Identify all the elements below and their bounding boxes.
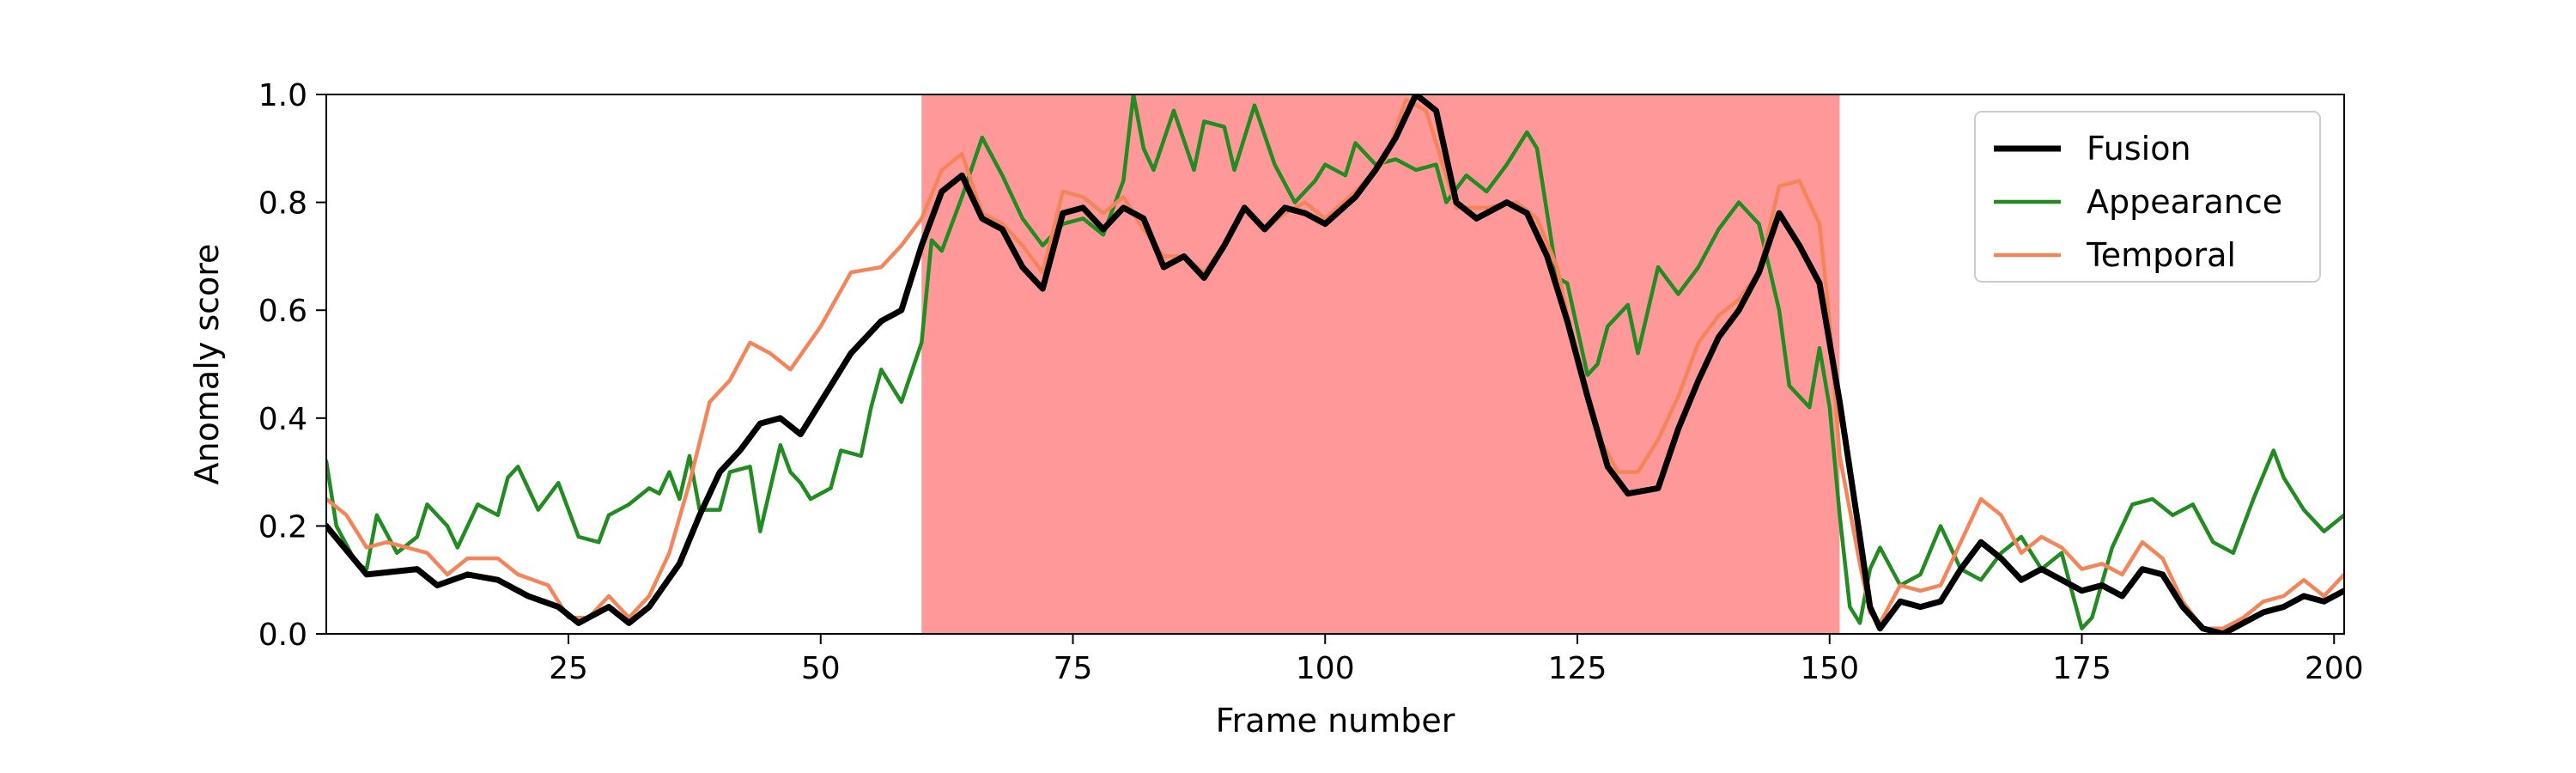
legend: Fusion Appearance Temporal (1974, 111, 2321, 283)
legend-label: Temporal (2086, 236, 2236, 274)
x-tick-label: 200 (2305, 651, 2364, 686)
anomaly-region-layer (921, 94, 1840, 634)
y-tick-label: 0.2 (258, 509, 307, 545)
x-axis-title: Frame number (1216, 702, 1455, 740)
x-tick-label: 150 (1800, 651, 1859, 686)
y-axis-ticks: 0.0 0.2 0.4 0.6 0.8 1.0 (258, 78, 326, 653)
plot-frame (325, 94, 2345, 635)
series-line-fusion (326, 94, 2344, 634)
x-tick-label: 175 (2052, 651, 2111, 686)
series-layer (326, 94, 2344, 634)
x-tick-label: 25 (549, 651, 588, 686)
y-tick-label: 1.0 (258, 78, 307, 113)
y-tick-label: 0.0 (258, 618, 307, 653)
y-axis-title: Anomaly score (188, 244, 226, 485)
y-tick-label: 0.6 (258, 294, 307, 329)
x-tick-label: 75 (1054, 651, 1093, 686)
legend-label: Fusion (2087, 130, 2191, 167)
anomaly-region (921, 94, 1840, 634)
legend-label: Appearance (2087, 183, 2282, 221)
x-axis-ticks: 25 50 75 100 125 150 175 200 (549, 634, 2364, 686)
x-tick-label: 100 (1296, 651, 1355, 686)
series-line-appearance (326, 94, 2344, 630)
y-tick-label: 0.4 (258, 402, 307, 437)
y-tick-label: 0.8 (258, 186, 307, 222)
x-tick-label: 125 (1548, 651, 1607, 686)
x-tick-label: 50 (801, 651, 841, 686)
legend-box (1974, 111, 2321, 283)
